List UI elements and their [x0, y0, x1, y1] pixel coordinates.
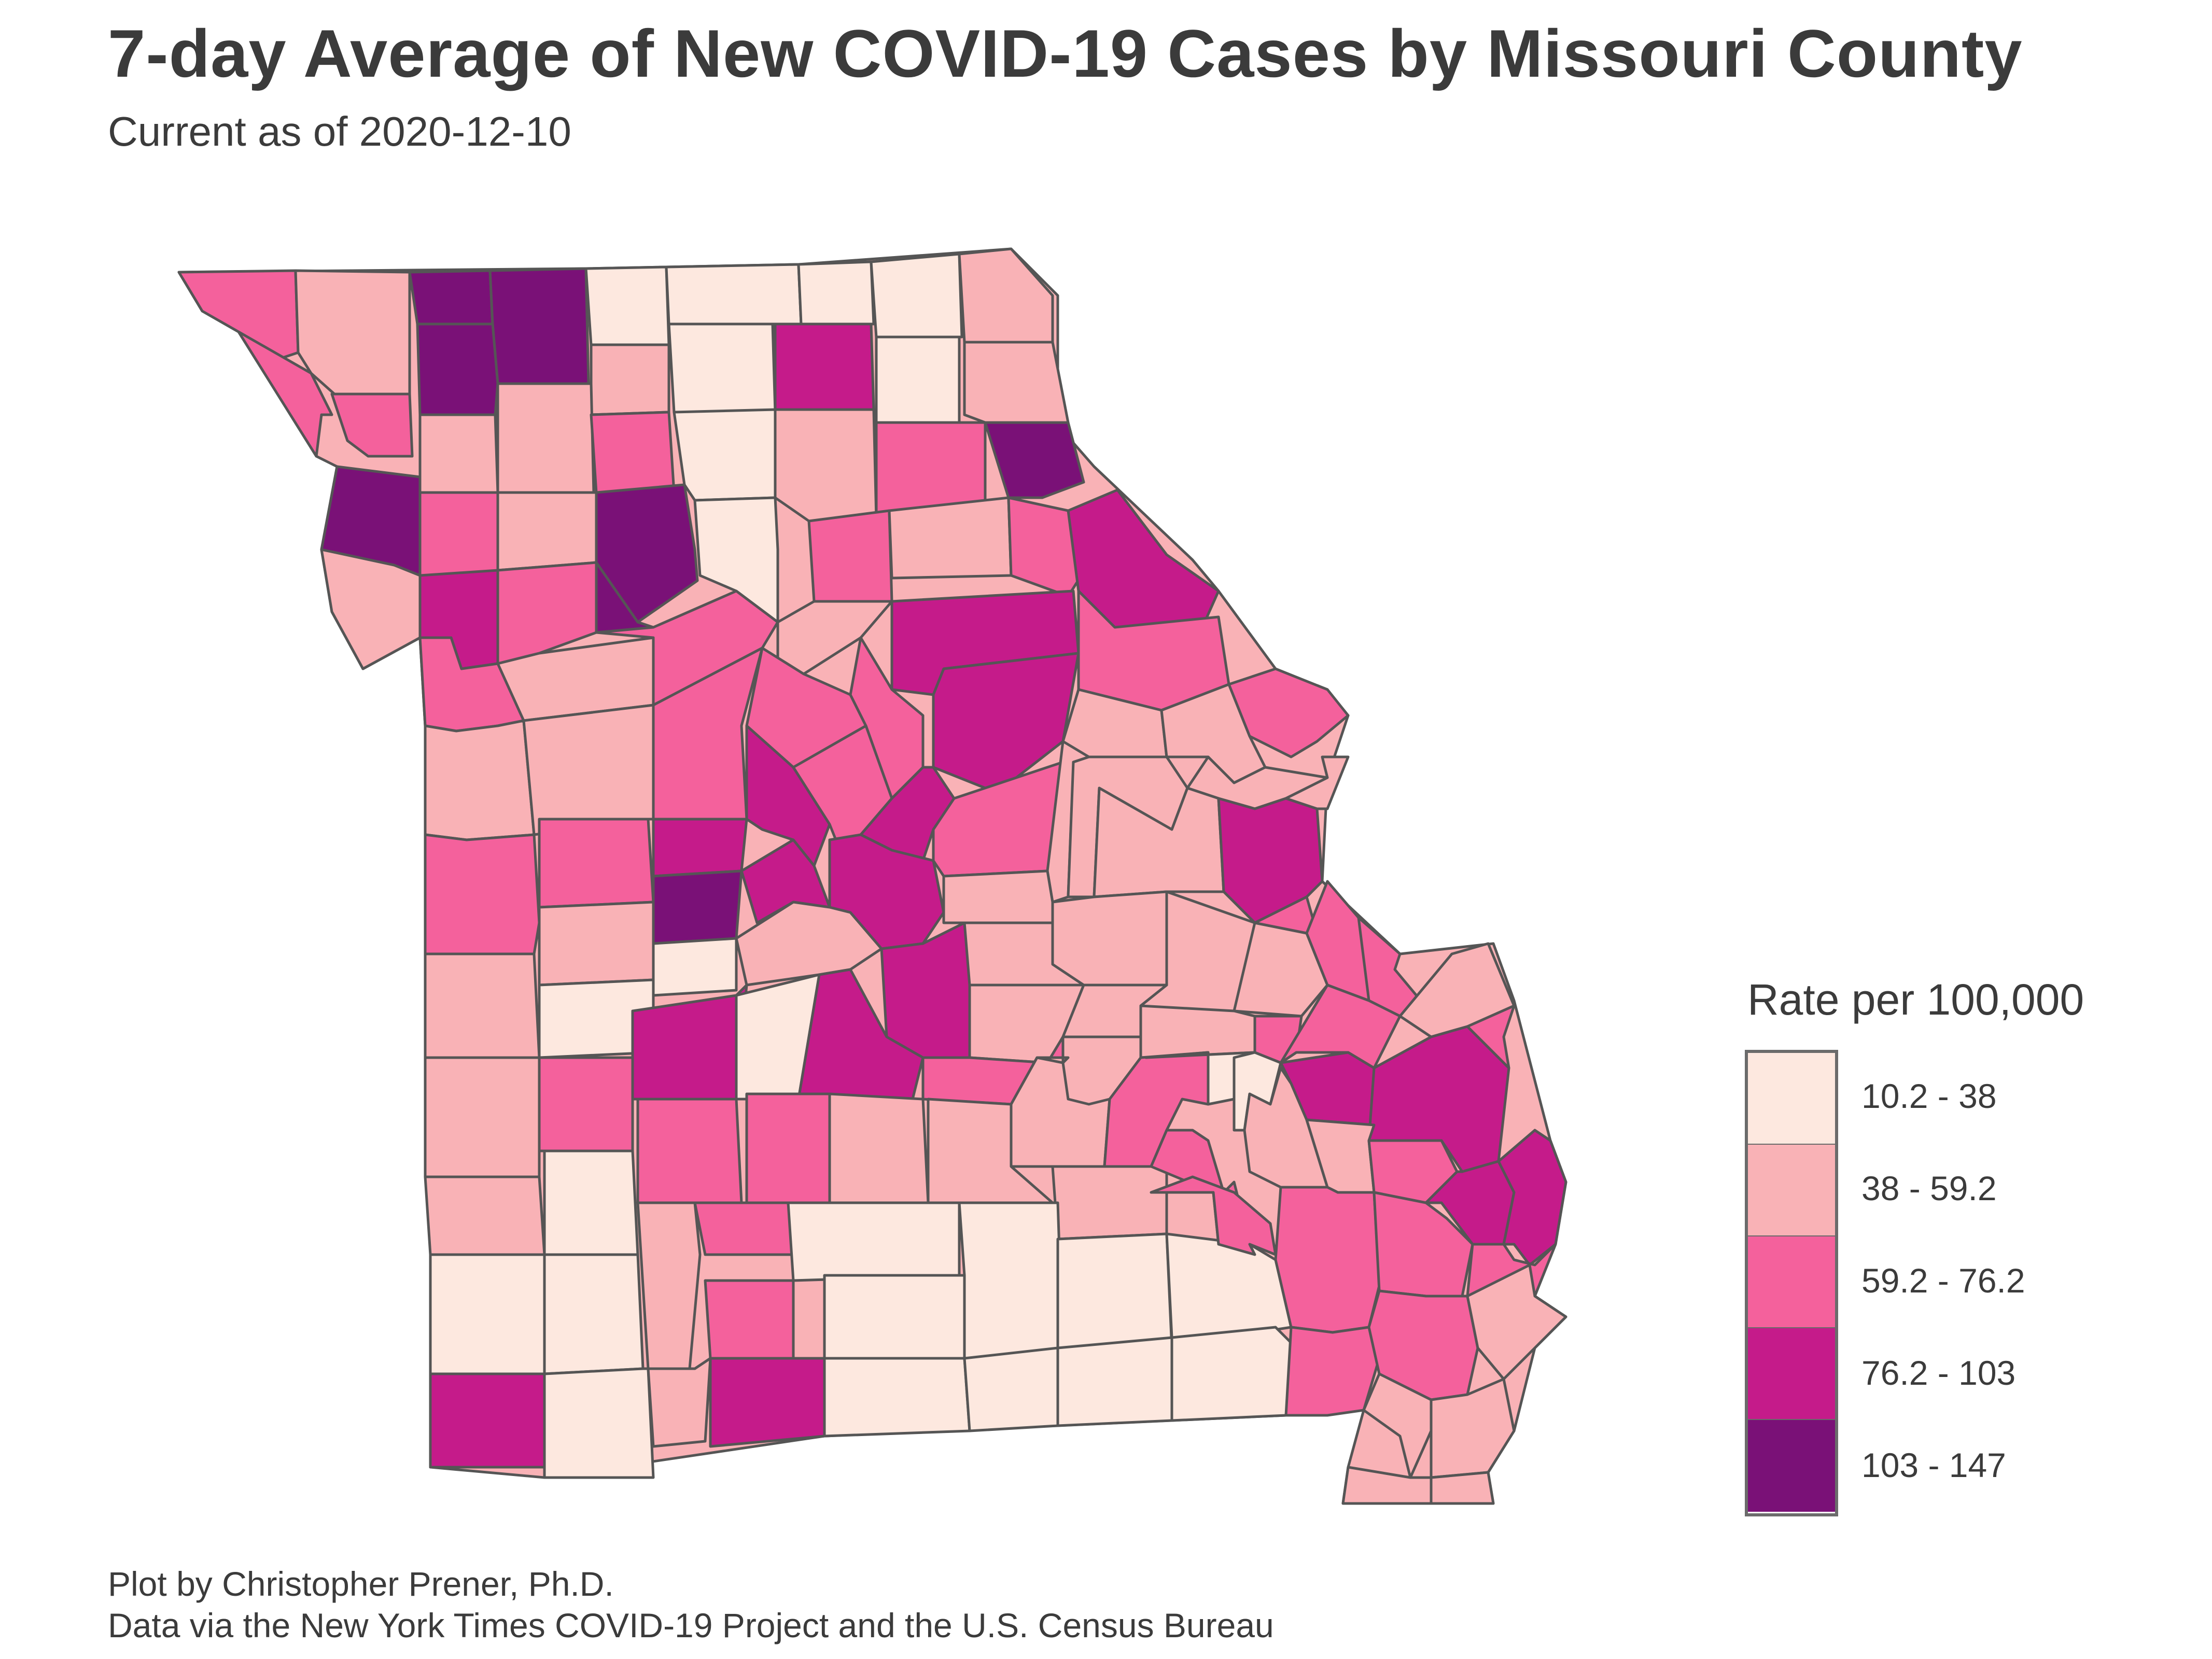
county-shape — [1497, 1129, 1567, 1267]
legend-label-4: 76.2 - 103 — [1861, 1354, 2016, 1392]
caption: Plot by Christopher Prener, Ph.D. Data v… — [108, 1563, 1274, 1646]
county-shape — [496, 636, 655, 722]
county-shape — [745, 1092, 831, 1204]
county-shape — [984, 421, 1085, 499]
county-shape — [424, 1175, 546, 1256]
county-shape — [1284, 755, 1350, 810]
county-shape — [787, 1201, 961, 1282]
county-shape — [828, 1092, 930, 1204]
county-layer — [177, 247, 1567, 1505]
county-shape — [1139, 1004, 1256, 1059]
county-shape — [636, 1098, 743, 1204]
county-shape — [538, 901, 655, 987]
county-shape — [652, 937, 738, 997]
county-shape — [488, 267, 590, 385]
county-shape — [418, 413, 499, 494]
county-shape — [1170, 1326, 1298, 1422]
county-shape — [1010, 1056, 1111, 1168]
county-shape — [665, 263, 803, 326]
county-shape — [424, 1056, 541, 1178]
county-shape — [774, 408, 878, 523]
county-shape — [522, 704, 655, 836]
legend-label-5: 103 - 147 — [1861, 1446, 2006, 1484]
county-shape — [1243, 1066, 1329, 1189]
county-shape — [647, 1357, 712, 1448]
county-shape — [823, 1274, 966, 1360]
county-shape — [330, 392, 414, 458]
county-shape — [888, 496, 1013, 580]
county-shape — [1430, 1471, 1495, 1505]
county-shape — [1279, 983, 1402, 1070]
county-shape — [1056, 1336, 1173, 1427]
county-shape — [942, 869, 1054, 924]
county-shape — [496, 382, 595, 494]
legend-swatch-2 — [1748, 1145, 1835, 1236]
county-shape — [1466, 1004, 1516, 1070]
county-shape — [543, 1367, 655, 1479]
legend-title: Rate per 100,000 — [1747, 975, 2084, 1024]
county-shape — [177, 269, 300, 359]
county-shape — [1284, 1326, 1381, 1417]
county-shape — [1227, 667, 1350, 758]
county-shape — [652, 818, 748, 878]
county-shape — [1051, 890, 1168, 987]
county-shape — [667, 322, 777, 414]
legend-swatch-4 — [1748, 1328, 1835, 1420]
county-shape — [1150, 1175, 1277, 1256]
county-shape — [927, 1098, 1054, 1204]
county-shape — [963, 341, 1070, 424]
county-shape — [958, 247, 1054, 344]
county-shape — [652, 869, 743, 945]
county-shape — [1430, 1377, 1516, 1479]
county-shape — [237, 330, 333, 458]
county-shape — [1274, 1186, 1381, 1334]
county-shape — [1056, 1232, 1173, 1349]
county-shape — [408, 269, 494, 326]
county-shape — [543, 1149, 639, 1256]
county-shape — [416, 322, 499, 416]
county-shape — [704, 1279, 795, 1370]
caption-author: Plot by Christopher Prener, Ph.D. — [108, 1565, 614, 1603]
county-shape — [590, 343, 670, 416]
county-shape — [424, 833, 541, 955]
county-shape — [963, 1346, 1059, 1432]
county-shape — [424, 952, 541, 1059]
county-shape — [693, 1201, 795, 1256]
county-shape — [496, 491, 598, 572]
county-shape — [1466, 1263, 1567, 1381]
county-shape — [823, 1357, 971, 1438]
legend-swatch-1 — [1748, 1053, 1835, 1145]
legend-box — [1745, 1050, 1838, 1516]
county-shape — [774, 322, 875, 411]
legend-swatch-5 — [1748, 1420, 1835, 1512]
county-shape — [958, 1201, 1065, 1360]
county-shape — [538, 818, 655, 909]
county-shape — [424, 719, 536, 841]
county-shape — [932, 652, 1080, 790]
county-shape — [584, 265, 670, 346]
legend-label-1: 10.2 - 38 — [1861, 1077, 1997, 1115]
county-shape — [797, 260, 875, 326]
map-title: 7-day Average of New COVID-19 Cases by M… — [108, 16, 2023, 91]
county-shape — [418, 491, 499, 577]
county-shape — [673, 408, 777, 502]
county-shape — [807, 509, 893, 603]
county-shape — [870, 252, 963, 339]
caption-source: Data via the New York Times COVID-19 Pro… — [108, 1606, 1274, 1644]
county-shape — [538, 1056, 634, 1152]
county-shape — [590, 411, 676, 494]
map-subtitle: Current as of 2020-12-10 — [108, 108, 571, 154]
county-shape — [543, 1253, 645, 1375]
county-shape — [429, 1253, 546, 1375]
county-shape — [496, 561, 598, 665]
county-shape — [429, 1372, 546, 1469]
county-shape — [875, 335, 961, 424]
county-shape — [636, 1201, 702, 1370]
county-shape — [709, 1357, 826, 1448]
legend-swatch-3 — [1748, 1236, 1835, 1328]
legend-labels: 10.2 - 38 38 - 59.2 59.2 - 76.2 76.2 - 1… — [1861, 1050, 2025, 1511]
legend-label-2: 38 - 59.2 — [1861, 1169, 1997, 1207]
legend-label-3: 59.2 - 76.2 — [1861, 1261, 2025, 1300]
